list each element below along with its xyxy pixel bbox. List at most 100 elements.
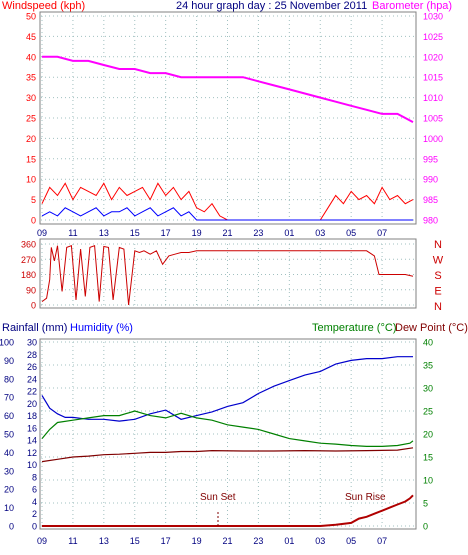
- barometer-tick-label: 980: [423, 216, 438, 226]
- bottom-time-tick-label: 19: [192, 536, 202, 546]
- top-time-tick-label: 07: [377, 228, 387, 238]
- bottom-time-tick-label: 13: [99, 536, 109, 546]
- windspeed-tick-label: 50: [26, 12, 36, 22]
- barometer-tick-label: 1000: [423, 134, 443, 144]
- series-barometer-hpa-: [42, 55, 414, 123]
- rainfall-tick-label: 26: [27, 362, 37, 372]
- windspeed-ticks: 0 5 10 15 20 25 30 35 40 45 50: [26, 12, 36, 226]
- rainfall-tick-label: 14: [27, 436, 37, 446]
- top-time-tick-label: 01: [284, 228, 294, 238]
- series-wind-gust: [41, 182, 414, 221]
- compass-label: S: [434, 270, 441, 282]
- windspeed-tick-label: 10: [26, 175, 36, 185]
- rainfall-tick-label: 20: [27, 399, 37, 409]
- bottom-time-tick-label: 09: [37, 536, 47, 546]
- rainfall-tick-label: 4: [32, 497, 37, 507]
- rainfall-tick-label: 0: [32, 522, 37, 532]
- direction-tick-label: 270: [21, 255, 36, 265]
- top-time-tick-label: 09: [37, 228, 47, 238]
- windspeed-tick-label: 30: [26, 93, 36, 103]
- direction-tick-label: 180: [21, 270, 36, 280]
- humidity-axis-label: Humidity (%): [70, 322, 133, 334]
- bottom-series-group: [41, 356, 414, 527]
- series-wind-average: [41, 207, 413, 221]
- chart-title: 24 hour graph day : 25 November 2011: [176, 0, 367, 12]
- barometer-tick-label: 1020: [423, 52, 443, 62]
- barometer-tick-label: 1005: [423, 114, 443, 124]
- series-temperature-c-: [41, 410, 414, 447]
- bottom-time-tick-label: 21: [222, 536, 232, 546]
- rainfall-tick-label: 22: [27, 387, 37, 397]
- rainfall-tick-label: 30: [27, 338, 37, 348]
- series-dew-point-c-: [41, 447, 414, 463]
- compass-label: N: [434, 239, 442, 251]
- humidity-tick-label: 10: [4, 503, 14, 513]
- bottom-time-tick-label: 11: [68, 536, 77, 546]
- windspeed-axis-label: Windspeed (kph): [2, 0, 85, 12]
- top-time-tick-label: 23: [253, 228, 263, 238]
- temperature-axis-label: Temperature (°C): [312, 322, 396, 334]
- direction-tick-label: 360: [21, 240, 36, 250]
- humidity-tick-label: 30: [4, 466, 14, 476]
- humidity-tick-label: 60: [4, 411, 14, 421]
- barometer-tick-label: 985: [423, 195, 438, 205]
- bottom-time-tick-label: 17: [161, 536, 171, 546]
- top-time-tick-label: 15: [130, 228, 140, 238]
- sun-rise-annotation: Sun Rise: [345, 492, 386, 503]
- sun-set-annotation: Sun Set: [200, 492, 236, 503]
- top-time-tick-label: 21: [222, 228, 232, 238]
- rainfall-tick-label: 28: [27, 350, 37, 360]
- top-time-tick-label: 17: [161, 228, 171, 238]
- barometer-tick-label: 990: [423, 175, 438, 185]
- temperature-tick-label: 15: [423, 453, 433, 463]
- temperature-tick-label: 35: [423, 361, 433, 371]
- top-time-tick-label: 13: [99, 228, 109, 238]
- rainfall-tick-label: 8: [32, 472, 37, 482]
- windspeed-tick-label: 35: [26, 73, 36, 83]
- windspeed-tick-label: 20: [26, 134, 36, 144]
- temperature-tick-label: 5: [423, 499, 428, 509]
- mid-series-group: [41, 245, 414, 306]
- windspeed-tick-label: 45: [26, 32, 36, 42]
- compass-label: W: [433, 255, 444, 267]
- humidity-tick-label: 40: [4, 448, 14, 458]
- direction-tick-label: 90: [26, 285, 36, 295]
- bottom-grid: [41, 341, 415, 527]
- windspeed-tick-label: 0: [31, 216, 36, 226]
- top-time-tick-label: 11: [68, 228, 77, 238]
- humidity-tick-label: 0: [9, 522, 14, 532]
- barometer-ticks: 980 985 990 995 1000 1005 1010 1015 1020 1025 1030: [423, 12, 443, 226]
- temperature-tick-label: 0: [423, 522, 428, 532]
- windspeed-tick-label: 40: [26, 52, 36, 62]
- rainfall-tick-label: 24: [27, 374, 37, 384]
- rainfall-tick-label: 10: [27, 460, 37, 470]
- bottom-time-tick-label: 01: [284, 536, 294, 546]
- rainfall-tick-label: 16: [27, 423, 37, 433]
- temperature-tick-label: 20: [423, 430, 433, 440]
- top-time-tick-label: 05: [346, 228, 356, 238]
- barometer-tick-label: 1015: [423, 73, 443, 83]
- direction-ticks: 0 90 180 270 360: [21, 240, 36, 311]
- temperature-tick-label: 30: [423, 384, 433, 394]
- compass-label: N: [434, 301, 442, 313]
- humidity-tick-label: 90: [4, 356, 14, 366]
- humidity-ticks: 0 10 20 30 40 50 60 70 80 90 100: [0, 338, 14, 532]
- bottom-time-tick-label: 05: [346, 536, 356, 546]
- rainfall-tick-label: 2: [32, 509, 37, 519]
- series-rainfall-mm-: [42, 494, 414, 527]
- barometer-tick-label: 1025: [423, 32, 443, 42]
- humidity-tick-label: 20: [4, 485, 14, 495]
- rainfall-axis-label: Rainfall (mm): [2, 322, 67, 334]
- barometer-tick-label: 1010: [423, 93, 443, 103]
- bottom-time-tick-label: 15: [130, 536, 140, 546]
- series-wind-direction: [41, 245, 414, 306]
- temperature-tick-label: 25: [423, 407, 433, 417]
- bottom-time-tick-label: 03: [315, 536, 325, 546]
- windspeed-tick-label: 15: [26, 154, 36, 164]
- temperature-tick-label: 10: [423, 476, 433, 486]
- barometer-axis-label: Barometer (hpa): [372, 0, 452, 12]
